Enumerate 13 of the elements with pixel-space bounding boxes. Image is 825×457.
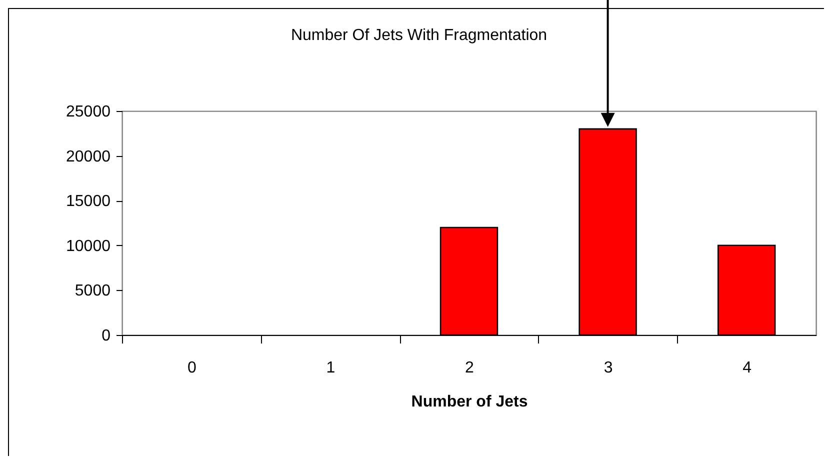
chart-title: Number Of Jets With Fragmentation <box>290 27 548 44</box>
x-tick-label: 0 <box>187 360 196 376</box>
x-tick-label: 4 <box>742 360 752 376</box>
y-tick-label: 0 <box>102 328 111 344</box>
y-tick-label: 5000 <box>74 282 111 300</box>
y-tick-label: 15000 <box>66 193 111 210</box>
x-tick-label: 3 <box>604 360 613 376</box>
y-tick-label: 20000 <box>66 148 111 166</box>
x-axis-title: Number of Jets <box>411 394 528 410</box>
y-tick-label: 10000 <box>66 238 111 255</box>
x-tick-label: 1 <box>326 360 336 376</box>
y-tick-label: 25000 <box>66 104 111 120</box>
x-tick-label: 2 <box>465 360 474 376</box>
